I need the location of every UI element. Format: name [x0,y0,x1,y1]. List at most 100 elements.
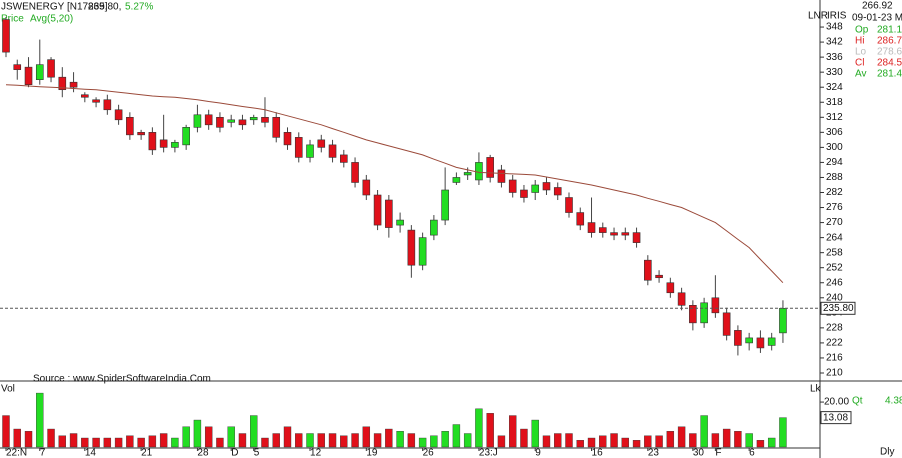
volume-bar [385,428,393,448]
info-label: Av [855,69,867,80]
volume-bar [126,435,134,448]
volume-bar [81,437,89,448]
volume-bar [621,437,629,448]
volume-bar [599,435,607,448]
period: Dly [880,447,894,458]
volume-bar [655,435,663,448]
candle-body [722,312,731,336]
candle-body [126,116,134,136]
x-tick-label: 30 [693,448,705,458]
candle-body [171,142,179,148]
volume-bar [756,440,765,448]
volume-bar [644,435,652,448]
y-tick-label: 222 [826,338,843,349]
x-tick-label: 19 [366,448,378,458]
x-tick-label: 28 [197,448,209,458]
moving-average [5,84,784,284]
volume-bar [306,433,314,448]
volume-bar [362,426,371,448]
candle-body [328,144,337,158]
candle-body [779,308,787,334]
candle-body [261,116,269,123]
volume-bar [283,426,292,448]
info-label: Op [855,25,869,36]
y-tick-label: 294 [826,157,843,168]
volume-bar [711,433,720,448]
volume-bar [554,433,562,448]
x-tick-label: 5 [254,448,260,458]
x-tick-label: F [715,448,721,458]
volume-bar [238,433,247,448]
candle-body [598,227,607,233]
candle-body [655,274,663,279]
volume-bar [250,415,258,448]
volume-bar [452,424,461,448]
y-tick-label: 312 [826,112,843,123]
y-tick-label: 342 [826,37,843,48]
volume-bar [216,437,224,448]
candle-body [317,139,326,148]
x-tick-label: 26 [423,448,435,458]
candle-body [531,184,540,193]
y-tick-label: 300 [826,142,843,153]
candle-body [520,189,528,198]
header-change: 5.27% [125,2,153,13]
candle-body [565,197,573,213]
volume-bar [677,426,686,448]
candle-body [58,76,67,91]
volume-bar [475,408,483,448]
volume-bar [171,437,179,448]
candle-body [238,119,247,126]
candle-body [407,229,416,266]
candle-body [418,237,427,266]
candle-body [81,94,89,98]
y-tick-label: 264 [826,232,843,243]
candle-body [632,232,641,243]
candle-body [2,19,10,53]
volume-bar [531,419,539,448]
x-tick-label: 9 [535,448,541,458]
volume-bar [632,440,641,448]
candle-body [745,337,753,344]
volume-bar [509,415,517,448]
candle-body [689,305,697,324]
y-tick-label: 258 [826,247,843,258]
volume-bar [159,433,168,448]
info-value: 278.60 [877,47,902,58]
candle-body [385,199,393,228]
volume-bar [610,433,618,448]
chart-title: JSWENERGY [N17869] [1,2,108,13]
candle-body [148,132,157,151]
candle-body [137,132,145,136]
y-tick-label: 246 [826,277,843,288]
info-value: 286.75 [877,36,902,47]
candle-body [159,139,168,148]
y-tick-label: 336 [826,52,843,63]
volume-bar [36,392,44,448]
candle-body [35,64,44,80]
candle-body [508,179,517,193]
x-tick-label: 7 [40,448,46,458]
volume-bar [666,431,675,448]
candle-body [103,99,112,111]
candle-body [216,116,224,128]
volume-bar [565,433,573,448]
candle-body [441,189,449,221]
volume-bar [779,417,787,448]
candle-body [430,219,438,236]
volume-bar [418,437,427,448]
header-price: 235.80, [88,2,121,13]
y-tick-label: 270 [826,217,843,228]
volume-bar [407,433,416,448]
volume-bar [520,428,528,448]
candle-body [700,302,708,324]
x-tick-label: 22:N [6,448,27,458]
candle-body [283,132,292,146]
info-price: 266.92 [862,1,893,12]
qt-label: Qt [852,396,863,407]
volume-bar [182,426,190,448]
candle-body [553,187,562,196]
candle-body [69,81,78,88]
info-value: 281.10 [877,25,902,36]
